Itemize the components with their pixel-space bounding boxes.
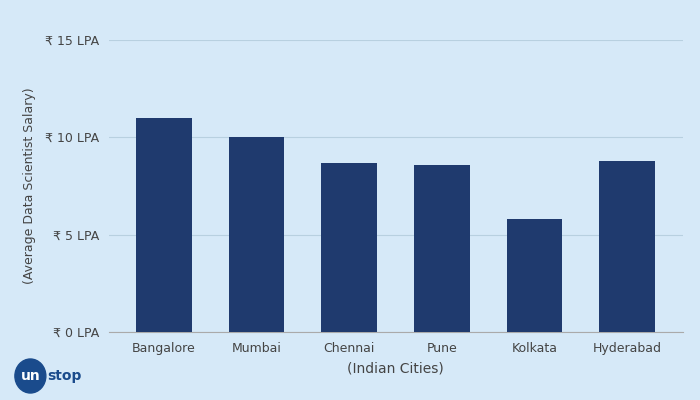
Bar — [599, 161, 654, 332]
Bar — [414, 164, 470, 332]
Y-axis label: (Average Data Scientist Salary): (Average Data Scientist Salary) — [23, 88, 36, 284]
Bar — [321, 163, 377, 332]
Text: un: un — [20, 369, 41, 383]
X-axis label: (Indian Cities): (Indian Cities) — [347, 362, 444, 376]
Text: stop: stop — [48, 369, 82, 383]
Bar — [136, 118, 192, 332]
Bar — [507, 219, 562, 332]
Bar — [229, 137, 284, 332]
Circle shape — [15, 359, 46, 393]
